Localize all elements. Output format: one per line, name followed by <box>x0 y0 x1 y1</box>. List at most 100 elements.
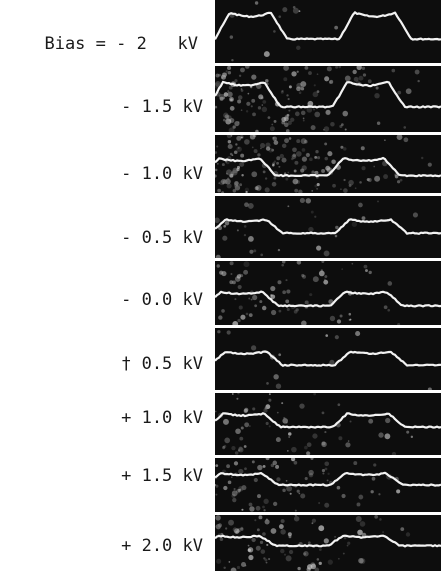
trace-svg <box>215 197 441 258</box>
noise-speck <box>260 549 266 554</box>
noise-speck <box>318 525 325 532</box>
noise-speck <box>357 529 363 536</box>
noise-speck <box>217 188 221 193</box>
noise-speck <box>249 249 254 254</box>
waveform-trace <box>215 290 441 308</box>
noise-speck <box>298 10 301 13</box>
noise-speck <box>216 264 220 268</box>
noise-speck <box>324 502 330 508</box>
noise-speck <box>288 432 292 436</box>
noise-speck <box>273 140 279 145</box>
noise-speck <box>294 111 300 117</box>
noise-speck <box>217 523 222 528</box>
waveform-trace <box>215 350 441 367</box>
noise-speck <box>315 150 319 154</box>
noise-speck <box>233 461 239 466</box>
noise-speck <box>240 314 246 320</box>
noise-speck <box>374 175 381 182</box>
noise-speck <box>329 315 336 322</box>
noise-speck <box>240 426 244 430</box>
noise-speck <box>324 431 327 434</box>
noise-speck <box>236 146 242 152</box>
noise-speck <box>227 71 232 75</box>
noise-speck <box>258 94 264 100</box>
noise-speck <box>287 120 292 125</box>
noise-speck <box>278 524 284 529</box>
noise-speck <box>296 45 301 51</box>
noise-speck <box>358 557 364 564</box>
noise-speck <box>314 215 317 218</box>
noise-speck <box>335 66 339 69</box>
noise-speck <box>215 217 220 224</box>
noise-speck <box>240 153 245 158</box>
noise-speck <box>222 235 228 241</box>
noise-speck <box>215 254 221 258</box>
noise-speck <box>226 135 232 139</box>
noise-speck <box>230 135 233 137</box>
noise-speck <box>245 66 250 69</box>
noise-speck <box>229 280 234 285</box>
noise-speck <box>352 69 357 75</box>
waveform-trace <box>215 11 441 41</box>
noise-speck <box>371 476 376 481</box>
noise-speck <box>231 58 234 62</box>
noise-speck <box>313 84 316 87</box>
noise-speck <box>399 178 403 182</box>
noise-speck <box>236 565 241 570</box>
noise-speck <box>236 488 241 494</box>
noise-speck <box>240 562 247 568</box>
noise-speck <box>227 140 232 144</box>
noise-speck <box>336 319 342 324</box>
noise-speck <box>221 163 225 167</box>
noise-speck <box>279 153 284 159</box>
noise-speck <box>288 109 291 112</box>
noise-speck <box>354 187 357 190</box>
noise-speck <box>233 150 238 154</box>
noise-speck <box>243 261 250 268</box>
noise-speck <box>255 185 262 191</box>
noise-speck <box>391 451 397 455</box>
noise-speck <box>316 187 319 190</box>
noise-speck <box>359 521 366 527</box>
noise-speck <box>300 110 306 116</box>
noise-speck <box>223 566 226 569</box>
noise-speck <box>263 509 266 512</box>
noise-speck <box>382 531 385 534</box>
noise-speck <box>237 449 241 452</box>
noise-speck <box>271 148 275 152</box>
noise-speck <box>414 69 420 75</box>
noise-speck <box>223 224 227 228</box>
noise-speck <box>353 76 359 82</box>
noise-speck <box>294 188 299 193</box>
noise-speck <box>427 387 432 390</box>
noise-speck <box>282 488 286 493</box>
noise-speck <box>239 161 245 167</box>
noise-speck <box>234 183 239 188</box>
noise-speck <box>251 98 256 103</box>
noise-speck <box>267 116 271 119</box>
noise-speck <box>292 153 297 158</box>
noise-speck <box>253 149 258 154</box>
noise-speck <box>316 183 320 187</box>
noise-speck <box>265 421 269 425</box>
noise-speck <box>293 169 297 173</box>
noise-speck <box>310 458 314 460</box>
noise-speck <box>351 262 354 265</box>
noise-speck <box>318 502 321 505</box>
noise-speck <box>326 66 332 72</box>
noise-speck <box>254 304 258 308</box>
noise-speck <box>318 561 322 565</box>
noise-speck <box>358 494 364 500</box>
noise-speck <box>343 536 347 540</box>
noise-speck <box>343 188 348 193</box>
noise-speck <box>290 458 296 462</box>
noise-speck <box>344 128 347 131</box>
bias-label: - 0.5 kV <box>121 228 203 248</box>
noise-speck <box>240 526 244 530</box>
noise-speck <box>323 279 329 285</box>
noise-speck <box>355 515 362 522</box>
noise-speck <box>265 79 269 83</box>
bias-label: - 0.0 kV <box>121 290 203 310</box>
noise-speck <box>280 519 285 524</box>
noise-speck <box>237 99 242 104</box>
